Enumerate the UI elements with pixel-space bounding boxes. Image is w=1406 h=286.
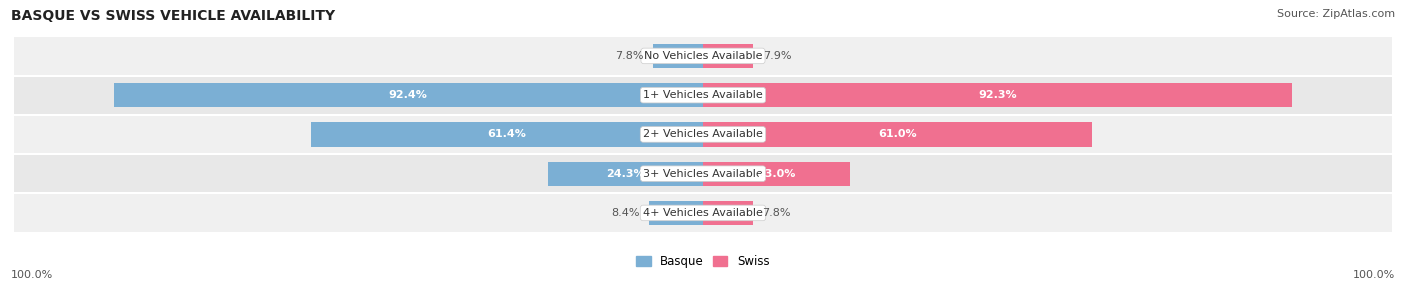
Text: Source: ZipAtlas.com: Source: ZipAtlas.com xyxy=(1277,9,1395,19)
Text: 7.8%: 7.8% xyxy=(616,51,644,61)
Bar xyxy=(114,83,703,107)
Bar xyxy=(703,201,752,225)
Bar xyxy=(548,162,703,186)
Bar xyxy=(0,193,1406,233)
Text: 92.3%: 92.3% xyxy=(979,90,1017,100)
Bar xyxy=(703,44,754,68)
Text: 4+ Vehicles Available: 4+ Vehicles Available xyxy=(643,208,763,218)
Bar xyxy=(0,76,1406,115)
Text: 8.4%: 8.4% xyxy=(612,208,640,218)
Bar xyxy=(650,201,703,225)
Bar xyxy=(703,122,1092,147)
Bar xyxy=(311,122,703,147)
Text: 23.0%: 23.0% xyxy=(758,169,796,179)
Text: 1+ Vehicles Available: 1+ Vehicles Available xyxy=(643,90,763,100)
Text: 100.0%: 100.0% xyxy=(11,270,53,280)
Text: 92.4%: 92.4% xyxy=(389,90,427,100)
Text: 3+ Vehicles Available: 3+ Vehicles Available xyxy=(643,169,763,179)
Text: No Vehicles Available: No Vehicles Available xyxy=(644,51,762,61)
Text: 24.3%: 24.3% xyxy=(606,169,645,179)
Bar xyxy=(0,115,1406,154)
Bar xyxy=(654,44,703,68)
Text: 61.4%: 61.4% xyxy=(488,130,527,139)
Legend: Basque, Swiss: Basque, Swiss xyxy=(631,250,775,273)
Bar xyxy=(703,162,849,186)
Text: BASQUE VS SWISS VEHICLE AVAILABILITY: BASQUE VS SWISS VEHICLE AVAILABILITY xyxy=(11,9,336,23)
Text: 7.9%: 7.9% xyxy=(763,51,792,61)
Bar xyxy=(703,83,1292,107)
Text: 100.0%: 100.0% xyxy=(1353,270,1395,280)
Text: 2+ Vehicles Available: 2+ Vehicles Available xyxy=(643,130,763,139)
Bar xyxy=(0,36,1406,76)
Bar xyxy=(0,154,1406,193)
Text: 7.8%: 7.8% xyxy=(762,208,790,218)
Text: 61.0%: 61.0% xyxy=(879,130,917,139)
